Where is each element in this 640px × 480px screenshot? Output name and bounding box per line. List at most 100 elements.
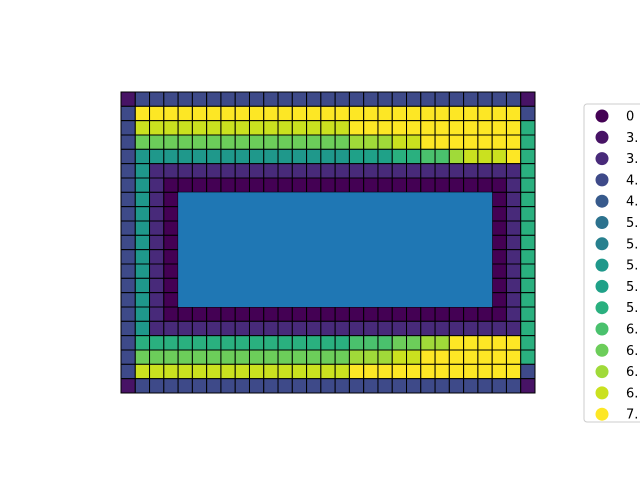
heatmap-cell	[392, 164, 406, 178]
heatmap-cell	[364, 106, 378, 120]
heatmap-cell	[278, 149, 292, 163]
heatmap-cell	[249, 364, 263, 378]
heatmap-cell	[121, 221, 135, 235]
heatmap-cell	[235, 178, 249, 192]
heatmap-cell	[178, 164, 192, 178]
heatmap-cell	[150, 321, 164, 335]
heatmap-cell	[264, 379, 278, 393]
heatmap-cell	[378, 164, 392, 178]
heatmap-cell	[235, 379, 249, 393]
heatmap-cell	[378, 364, 392, 378]
heatmap-cell	[435, 364, 449, 378]
heatmap-cell	[421, 92, 435, 106]
heatmap-cell	[278, 321, 292, 335]
heatmap-cell	[235, 106, 249, 120]
heatmap-cell	[292, 92, 306, 106]
heatmap-cell	[335, 350, 349, 364]
heatmap-cell	[207, 364, 221, 378]
heatmap-cell	[264, 350, 278, 364]
heatmap-cell	[506, 364, 520, 378]
heatmap-cell	[178, 321, 192, 335]
heatmap-cell	[150, 92, 164, 106]
heatmap-cell	[464, 321, 478, 335]
heatmap-cell	[407, 364, 421, 378]
heatmap-cell	[192, 350, 206, 364]
heatmap-cell	[521, 121, 535, 135]
heatmap-cell	[478, 92, 492, 106]
heatmap-cell	[478, 364, 492, 378]
legend-label: 5.	[626, 280, 638, 295]
heatmap-cell	[506, 264, 520, 278]
heatmap-cell	[264, 106, 278, 120]
heatmap-cell	[221, 149, 235, 163]
heatmap-cell	[121, 350, 135, 364]
heatmap-cell	[492, 250, 506, 264]
heatmap-cell	[178, 379, 192, 393]
heatmap-cell	[506, 278, 520, 292]
heatmap-cell	[449, 149, 463, 163]
heatmap-cell	[335, 164, 349, 178]
heatmap-cell	[407, 164, 421, 178]
heatmap-cell	[221, 379, 235, 393]
heatmap-cell	[121, 250, 135, 264]
legend-label: 6.	[626, 344, 638, 359]
heatmap-cell	[392, 149, 406, 163]
heatmap-cell	[264, 149, 278, 163]
heatmap-cell	[150, 235, 164, 249]
heatmap-cell	[292, 164, 306, 178]
heatmap-cell	[364, 336, 378, 350]
heatmap-cell	[506, 221, 520, 235]
heatmap-cell	[278, 164, 292, 178]
heatmap-cell	[249, 178, 263, 192]
heatmap-cell	[378, 135, 392, 149]
heatmap-cell	[521, 364, 535, 378]
heatmap-cell	[249, 121, 263, 135]
heatmap-cell	[392, 135, 406, 149]
heatmap-cell	[349, 149, 363, 163]
heatmap-cell	[521, 135, 535, 149]
heatmap-cell	[407, 149, 421, 163]
legend-label: 6.	[626, 386, 638, 401]
heatmap-cell	[221, 92, 235, 106]
heatmap-cell	[164, 379, 178, 393]
heatmap-cell	[278, 121, 292, 135]
legend: 0 3. 3. 4. 4. 5. 5. 5. 5. 5. 6. 6. 6. 6. 7.	[584, 104, 640, 423]
heatmap-cell	[464, 92, 478, 106]
legend-marker	[596, 259, 609, 272]
heatmap-cell	[478, 321, 492, 335]
heatmap-cell	[321, 364, 335, 378]
heatmap-cell	[164, 307, 178, 321]
heatmap-cell	[521, 278, 535, 292]
heatmap-cell	[478, 135, 492, 149]
heatmap-cell	[435, 149, 449, 163]
heatmap-cell	[449, 121, 463, 135]
legend-label: 5.	[626, 301, 638, 316]
heatmap-cell	[449, 178, 463, 192]
heatmap-cell	[150, 278, 164, 292]
heatmap-cell	[506, 149, 520, 163]
heatmap-cell	[178, 149, 192, 163]
heatmap-cell	[164, 336, 178, 350]
legend-label: 3.	[626, 152, 638, 167]
heatmap-cell	[421, 307, 435, 321]
heatmap-cell	[506, 192, 520, 206]
heatmap-cell	[492, 278, 506, 292]
heatmap-cell	[449, 106, 463, 120]
heatmap-cell	[449, 379, 463, 393]
heatmap-cell	[364, 364, 378, 378]
heatmap-cell	[221, 178, 235, 192]
heatmap-cell	[150, 221, 164, 235]
heatmap-cell	[521, 207, 535, 221]
heatmap-cell	[521, 235, 535, 249]
heatmap-cell	[449, 135, 463, 149]
heatmap-cell	[506, 379, 520, 393]
heatmap-cell	[421, 121, 435, 135]
heatmap-cell	[506, 207, 520, 221]
heatmap-cell	[307, 106, 321, 120]
legend-label: 5.	[626, 216, 638, 231]
legend-marker	[596, 110, 609, 123]
heatmap-cell	[178, 336, 192, 350]
legend-label: 4.	[626, 173, 638, 188]
heatmap-cell	[335, 92, 349, 106]
heatmap-cell	[464, 336, 478, 350]
